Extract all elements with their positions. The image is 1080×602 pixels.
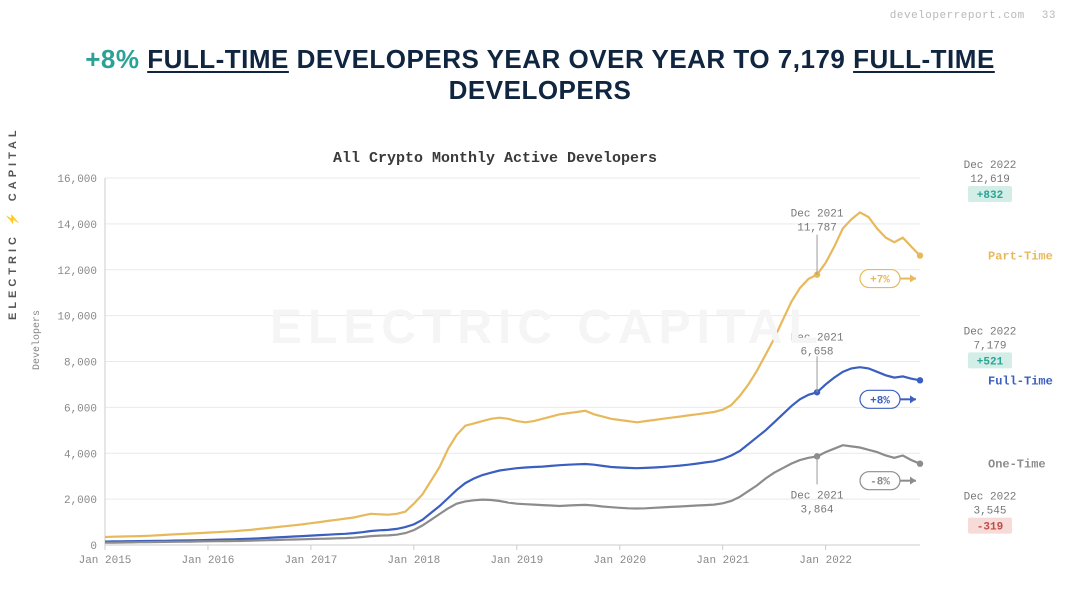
- title-underline-2: FULL-TIME: [853, 44, 995, 74]
- svg-text:+7%: +7%: [870, 275, 890, 287]
- svg-text:-8%: -8%: [870, 477, 890, 489]
- svg-text:0: 0: [90, 541, 97, 553]
- header-meta: developerreport.com 33: [890, 10, 1056, 22]
- svg-text:Full-Time: Full-Time: [988, 374, 1053, 388]
- svg-text:12,000: 12,000: [57, 266, 97, 278]
- svg-text:6,000: 6,000: [64, 403, 97, 415]
- svg-text:Jan 2018: Jan 2018: [387, 555, 440, 567]
- svg-text:16,000: 16,000: [57, 174, 97, 186]
- svg-text:+8%: +8%: [870, 395, 890, 407]
- svg-text:Dec 2021: Dec 2021: [791, 332, 844, 344]
- svg-text:Dec 2022: Dec 2022: [964, 492, 1017, 504]
- svg-text:11,787: 11,787: [797, 223, 837, 235]
- svg-text:-319: -319: [977, 522, 1003, 534]
- chart-title: All Crypto Monthly Active Developers: [50, 150, 940, 167]
- svg-text:Dec 2021: Dec 2021: [791, 209, 844, 221]
- svg-text:4,000: 4,000: [64, 449, 97, 461]
- svg-text:Jan 2015: Jan 2015: [79, 555, 132, 567]
- y-axis-label: Developers: [32, 310, 43, 370]
- svg-text:Jan 2019: Jan 2019: [490, 555, 543, 567]
- title-underline-1: FULL-TIME: [147, 44, 289, 74]
- svg-text:Jan 2021: Jan 2021: [696, 555, 749, 567]
- svg-text:8,000: 8,000: [64, 358, 97, 370]
- svg-text:3,545: 3,545: [973, 506, 1006, 518]
- svg-text:Dec 2022: Dec 2022: [964, 160, 1017, 172]
- svg-text:Jan 2016: Jan 2016: [182, 555, 235, 567]
- title-pct: +8%: [85, 44, 139, 74]
- svg-text:Jan 2022: Jan 2022: [799, 555, 852, 567]
- svg-text:2,000: 2,000: [64, 495, 97, 507]
- series-full-time: [105, 367, 920, 541]
- svg-text:12,619: 12,619: [970, 174, 1010, 186]
- svg-text:Dec 2021: Dec 2021: [791, 490, 844, 502]
- developers-line-chart: 0 2,000 4,000 6,000 8,000 10,000 12,000 14,000 1…: [50, 150, 1060, 580]
- svg-text:Jan 2020: Jan 2020: [593, 555, 646, 567]
- brand-vertical: ELECTRIC ⚡ CAPITAL: [6, 126, 19, 320]
- svg-text:+832: +832: [977, 190, 1003, 202]
- svg-text:+521: +521: [977, 356, 1004, 368]
- source-url: developerreport.com: [890, 10, 1025, 22]
- series-part-time: [105, 212, 920, 537]
- svg-text:3,864: 3,864: [801, 504, 834, 516]
- svg-text:6,658: 6,658: [801, 346, 834, 358]
- svg-text:Jan 2017: Jan 2017: [284, 555, 337, 567]
- svg-text:One-Time: One-Time: [988, 458, 1046, 472]
- chart-container: All Crypto Monthly Active Developers Dev…: [50, 150, 1060, 580]
- svg-text:7,179: 7,179: [973, 340, 1006, 352]
- page-number: 33: [1042, 10, 1056, 22]
- svg-text:Dec 2022: Dec 2022: [964, 326, 1017, 338]
- svg-text:Part-Time: Part-Time: [988, 250, 1053, 264]
- page-title: +8% FULL-TIME DEVELOPERS YEAR OVER YEAR …: [0, 44, 1080, 106]
- svg-text:10,000: 10,000: [57, 312, 97, 324]
- svg-text:14,000: 14,000: [57, 220, 97, 232]
